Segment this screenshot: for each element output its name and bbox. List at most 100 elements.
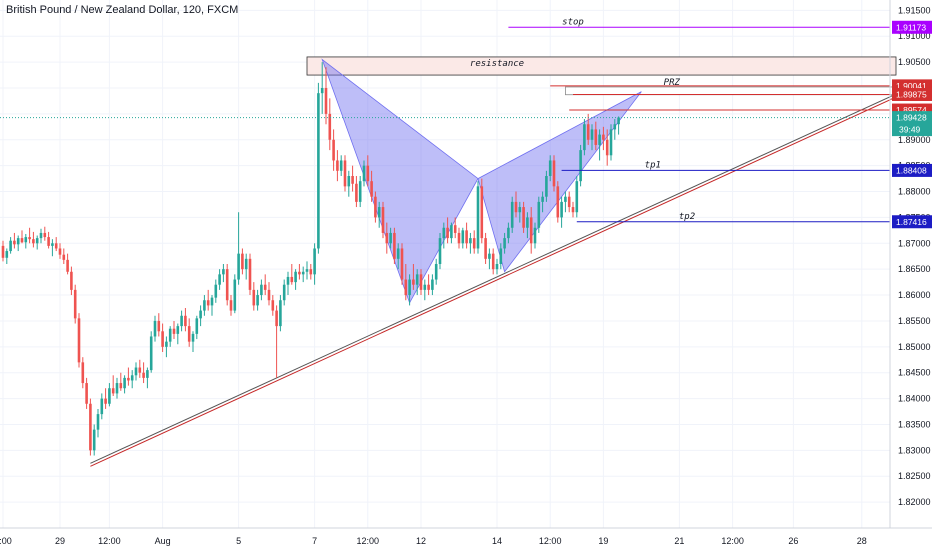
candle-body bbox=[343, 160, 347, 187]
candle-body bbox=[43, 232, 47, 238]
stop-label: stop bbox=[562, 17, 584, 27]
y-tick-label: 1.85000 bbox=[898, 342, 931, 352]
y-tick-label: 1.86500 bbox=[898, 264, 931, 274]
candle-body bbox=[339, 160, 343, 171]
y-tick-label: 1.85500 bbox=[898, 316, 931, 326]
candle-body bbox=[510, 201, 514, 228]
candle-body bbox=[225, 269, 229, 301]
x-tick-label: 29 bbox=[55, 536, 65, 546]
candle-body bbox=[271, 300, 275, 311]
candle-body bbox=[374, 196, 377, 218]
last-price-badge bbox=[892, 111, 932, 137]
candle-body bbox=[203, 300, 206, 311]
candle-body bbox=[404, 279, 408, 296]
candle-body bbox=[263, 284, 267, 290]
candle-body bbox=[400, 248, 404, 280]
chart-title: British Pound / New Zealand Dollar, 120,… bbox=[6, 4, 239, 16]
candle-body bbox=[450, 225, 453, 239]
resistance-zone bbox=[306, 56, 897, 76]
candles bbox=[1, 62, 620, 456]
candle-body bbox=[165, 341, 168, 347]
y-tick-label: 1.91000 bbox=[898, 31, 931, 41]
candle-body bbox=[298, 271, 301, 275]
pattern-triangle-bcd bbox=[477, 91, 642, 273]
candle-body bbox=[476, 186, 480, 249]
candle-body bbox=[442, 227, 446, 239]
candle-body bbox=[233, 279, 237, 311]
candle-body bbox=[96, 414, 100, 430]
candle-body bbox=[385, 232, 389, 244]
x-tick-label: 5 bbox=[236, 536, 241, 546]
candle-body bbox=[248, 258, 252, 290]
candle-body bbox=[92, 429, 96, 451]
candle-body bbox=[260, 284, 263, 296]
x-tick-label: 14 bbox=[492, 536, 502, 546]
candle-body bbox=[100, 398, 104, 415]
candle-body bbox=[149, 336, 153, 371]
candle-body bbox=[134, 367, 138, 376]
x-tick-label: 12 bbox=[416, 536, 426, 546]
candle-body bbox=[461, 230, 465, 244]
candle-body bbox=[522, 207, 525, 228]
candle-body bbox=[465, 230, 468, 244]
candle-body bbox=[320, 88, 324, 94]
candle-body bbox=[146, 370, 149, 378]
candle-body bbox=[111, 388, 115, 394]
candle-body bbox=[552, 160, 556, 187]
y-tick-label: 1.90500 bbox=[898, 57, 931, 67]
candle-body bbox=[184, 315, 187, 327]
candle-body bbox=[195, 318, 199, 334]
candle-body bbox=[294, 271, 297, 283]
candle-body bbox=[176, 326, 180, 334]
candle-body bbox=[13, 240, 16, 245]
candle-body bbox=[594, 129, 598, 145]
candle-body bbox=[537, 201, 541, 228]
candle-body bbox=[119, 383, 123, 389]
time-axis[interactable]: 2:00 29 12:00 Aug 5 7 12:00 12 14 12:00 19 21 12:00 2… bbox=[0, 527, 932, 546]
candle-body bbox=[583, 124, 586, 151]
candle-body bbox=[172, 328, 176, 334]
candle-body bbox=[438, 238, 442, 264]
candle-body bbox=[104, 398, 107, 404]
candle-body bbox=[305, 269, 309, 272]
candle-body bbox=[484, 238, 487, 259]
prz-zone bbox=[565, 86, 897, 96]
candle-body bbox=[526, 217, 529, 228]
candle-body bbox=[598, 134, 601, 145]
candle-body bbox=[218, 274, 221, 285]
candle-body bbox=[347, 176, 351, 187]
candle-body bbox=[51, 243, 54, 246]
trendline-lower bbox=[90, 98, 893, 467]
x-tick-label: 12:00 bbox=[721, 536, 744, 546]
candle-body bbox=[313, 248, 316, 275]
candle-body bbox=[381, 207, 385, 233]
candle-body bbox=[358, 181, 362, 202]
candle-body bbox=[115, 383, 119, 394]
candle-body bbox=[70, 271, 73, 290]
candle-body bbox=[157, 320, 161, 332]
x-tick-label: 12:00 bbox=[539, 536, 562, 546]
candle-body bbox=[241, 253, 244, 270]
x-tick-label: 2:00 bbox=[0, 536, 12, 546]
price-lines bbox=[0, 26, 890, 223]
y-tick-label: 1.84000 bbox=[898, 394, 931, 404]
grid bbox=[0, 0, 890, 528]
candle-body bbox=[142, 372, 145, 378]
candle-body bbox=[472, 238, 476, 249]
candle-body bbox=[214, 284, 218, 298]
candle-body bbox=[434, 264, 438, 280]
candle-body bbox=[286, 276, 290, 285]
candle-body bbox=[453, 225, 457, 233]
tp1-badge-label: 1.88408 bbox=[896, 165, 927, 175]
candle-body bbox=[16, 238, 20, 245]
x-tick-label: 28 bbox=[857, 536, 867, 546]
candle-body bbox=[579, 150, 582, 182]
candle-body bbox=[503, 238, 506, 249]
candle-body bbox=[575, 181, 579, 213]
candle-body bbox=[571, 207, 575, 213]
candle-body bbox=[427, 284, 430, 290]
stop-badge bbox=[892, 20, 932, 34]
price-axis[interactable]: 1.915001.910001.905001.900001.895001.890… bbox=[889, 0, 932, 528]
candle-body bbox=[39, 232, 43, 239]
